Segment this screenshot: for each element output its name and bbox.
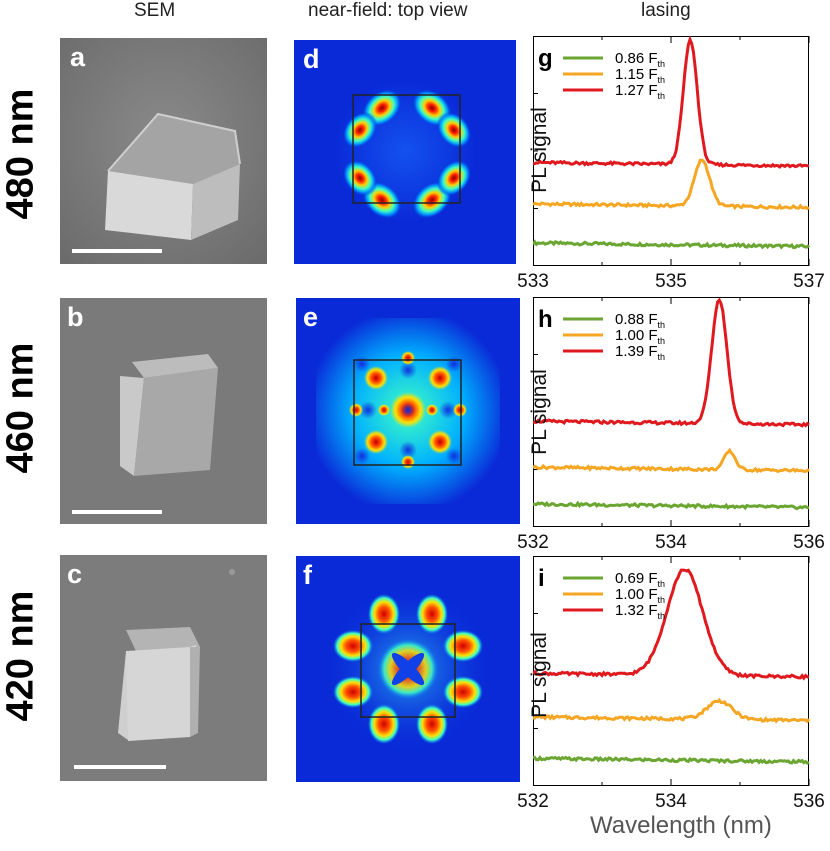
chart-frame (533, 297, 809, 527)
panel-label-f: f (303, 560, 312, 590)
sem-panel-c: c (60, 555, 267, 781)
legend-subscript: th (658, 59, 666, 69)
x-tick-label: 534 (655, 532, 687, 553)
row-label-420: 420 nm (0, 590, 42, 722)
nearfield-map-420 (296, 556, 520, 782)
row-label-460: 460 nm (0, 342, 42, 474)
scale-bar-a (72, 249, 162, 253)
sem-image-480 (60, 38, 267, 264)
nearfield-column-header: near-field: top view (308, 0, 468, 21)
ylabel-i: PL signal (528, 632, 551, 718)
legend-subscript: th (658, 579, 666, 589)
series-line-3 (532, 35, 810, 169)
legend-label-1: 0.88 Fth (615, 311, 665, 330)
legend-subscript: th (658, 91, 666, 101)
x-tick-label: 533 (517, 271, 549, 292)
panel-label-i: i (538, 565, 545, 592)
nearfield-panel-d: d (294, 40, 516, 264)
sem-column-header: SEM (134, 0, 176, 21)
x-tick-label: 535 (655, 271, 687, 292)
nearfield-panel-f: f (296, 556, 520, 782)
series-line-3 (531, 568, 810, 681)
lasing-chart-g: 0.86 Fth 1.15 Fth 1.27 Fth g 533 535 537 (517, 35, 825, 292)
chart-frame (533, 36, 809, 266)
panel-label-h: h (538, 306, 553, 333)
legend-label-2: 1.15 Fth (615, 66, 665, 85)
panel-label-g: g (538, 45, 553, 72)
series-line-1 (532, 755, 810, 765)
legend-label-3: 1.32 Fth (615, 602, 665, 621)
legend-label-1: 0.86 Fth (615, 50, 665, 69)
nearfield-map-460 (296, 298, 520, 524)
xlabel-wavelength: Wavelength (nm) (590, 812, 772, 839)
legend-label-1: 0.69 Fth (615, 570, 665, 589)
scale-bar-b (72, 510, 162, 514)
ylabel-g: PL signal (528, 107, 551, 193)
legend-label-2: 1.00 Fth (615, 327, 665, 346)
x-tick-label: 534 (655, 791, 687, 812)
panel-label-e: e (303, 302, 319, 332)
x-tick-label: 536 (793, 791, 825, 812)
panel-label-a: a (70, 42, 86, 72)
lasing-chart-h: 0.88 Fth 1.00 Fth 1.39 Fth h 532 534 536 (517, 297, 825, 553)
scale-bar-c (74, 765, 166, 769)
legend-subscript: th (658, 611, 666, 621)
lasing-chart-i: 0.69 Fth 1.00 Fth 1.32 Fth i 532 534 536 (517, 556, 825, 812)
series-line-1 (531, 239, 811, 250)
legend-subscript: th (658, 320, 666, 330)
sem-image-420 (60, 555, 267, 781)
series-line-2 (532, 697, 811, 724)
nearfield-map-480 (294, 40, 516, 264)
sem-image-460 (60, 298, 267, 524)
x-tick-label: 537 (793, 271, 825, 292)
legend-subscript: th (658, 595, 666, 605)
series-line-3 (532, 297, 810, 428)
sem-panel-b: b (60, 298, 267, 524)
series-line-2 (531, 447, 810, 474)
series-line-2 (532, 158, 810, 211)
panel-label-b: b (67, 302, 84, 332)
sem-panel-a: a (60, 38, 267, 264)
panel-label-c: c (67, 559, 83, 589)
legend-label-3: 1.39 Fth (615, 343, 665, 362)
lasing-column-header: lasing (641, 0, 691, 21)
nearfield-panel-e: e (296, 298, 520, 524)
x-tick-label: 532 (517, 532, 549, 553)
legend-subscript: th (658, 75, 666, 85)
legend-subscript: th (658, 336, 666, 346)
chart-frame (533, 556, 809, 786)
ylabel-h: PL signal (528, 369, 551, 455)
legend-label-2: 1.00 Fth (615, 586, 665, 605)
x-tick-label: 536 (793, 532, 825, 553)
legend-label-3: 1.27 Fth (615, 82, 665, 101)
x-tick-label: 532 (517, 791, 549, 812)
row-label-480: 480 nm (0, 88, 42, 220)
series-line-1 (532, 500, 810, 511)
legend-subscript: th (658, 352, 666, 362)
panel-label-d: d (303, 44, 320, 74)
